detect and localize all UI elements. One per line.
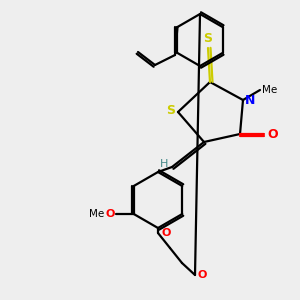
Text: S: S	[203, 32, 212, 45]
Text: S: S	[166, 104, 175, 118]
Text: O: O	[161, 228, 170, 238]
Text: Me: Me	[262, 85, 277, 95]
Text: Me: Me	[88, 209, 104, 219]
Text: O: O	[198, 270, 207, 280]
Text: O: O	[105, 209, 115, 219]
Text: N: N	[245, 94, 255, 106]
Text: O: O	[267, 128, 278, 140]
Text: H: H	[160, 159, 168, 169]
